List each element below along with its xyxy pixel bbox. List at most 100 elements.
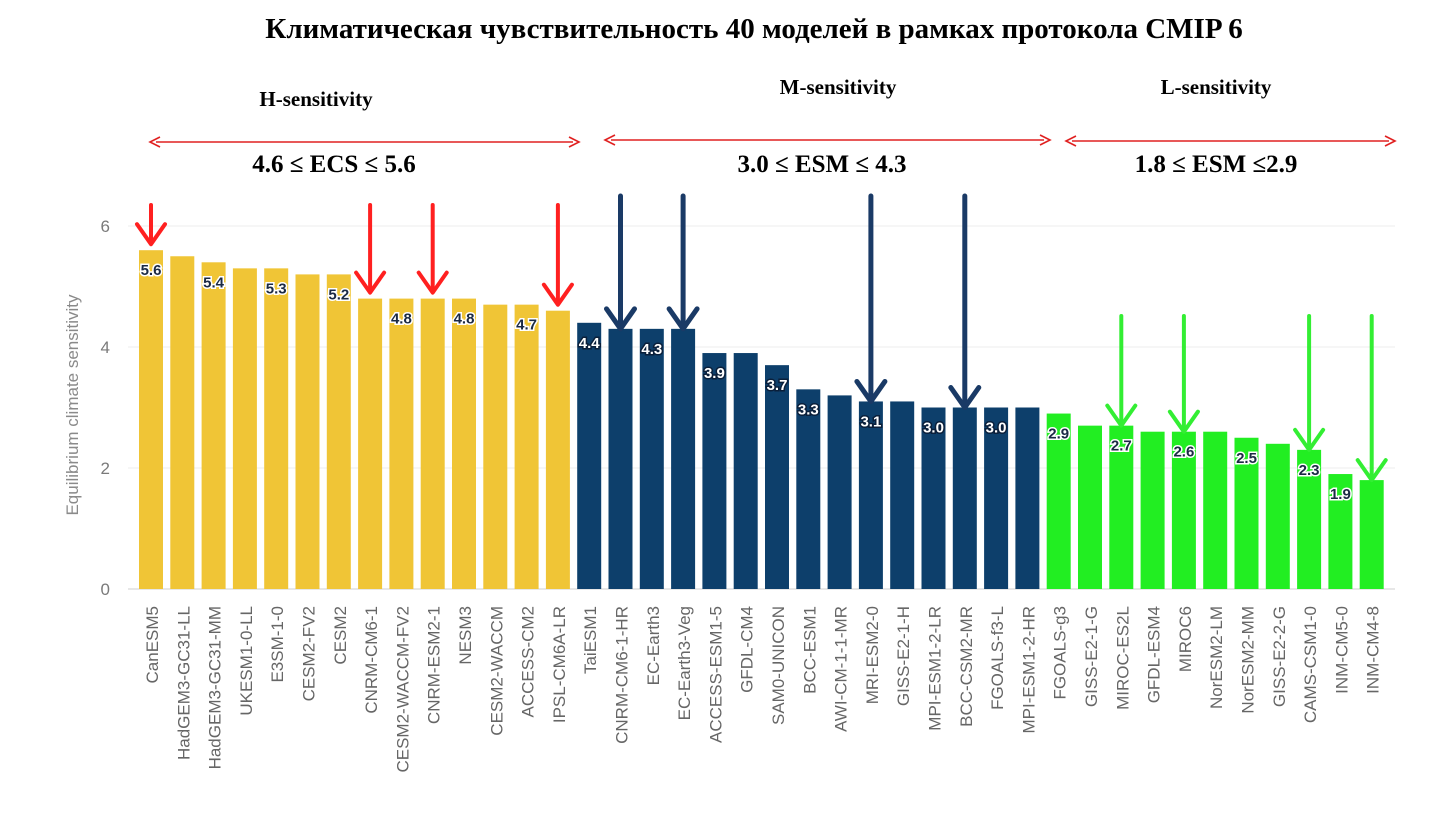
bar (1109, 425, 1134, 589)
bar (952, 407, 977, 589)
x-tick-label: NESM3 (456, 606, 475, 665)
arrow-head (948, 385, 982, 410)
x-tick-label: GISS-E2-1-H (894, 606, 913, 706)
data-label: 2.3 (1299, 462, 1320, 479)
down-arrow-icon (1293, 314, 1326, 452)
arrow-head (416, 270, 449, 295)
x-tick-label: EC-Earth3-Veg (675, 606, 694, 720)
data-label: 4.8 (391, 311, 412, 328)
x-tick-label: CNRM-CM6-1-HR (613, 606, 632, 744)
bar (1046, 413, 1071, 589)
data-label: 3.0 (986, 420, 1007, 437)
down-arrow-icon (666, 193, 700, 332)
x-tick-label: HadGEM3-GC31-LL (174, 606, 193, 760)
down-arrow-icon (1167, 314, 1200, 434)
data-label: 2.7 (1111, 438, 1132, 455)
x-tick-label: IPSL-CM6A-LR (550, 606, 569, 723)
data-label: 5.6 (141, 262, 162, 279)
left-arrowhead-icon (603, 134, 616, 146)
down-arrow-icon (1355, 314, 1388, 483)
group-range-label: 3.0 ≤ ESM ≤ 4.3 (737, 151, 906, 178)
arrow-head (541, 282, 574, 307)
y-tick-label: 0 (101, 580, 110, 599)
bars (139, 250, 1384, 589)
down-arrow-icon (135, 203, 167, 247)
bar (483, 304, 508, 589)
x-tick-label: MIROC6 (1176, 606, 1195, 672)
group-header: L-sensitivity 1.8 ≤ ESM ≤2.9 (1064, 75, 1397, 178)
highlight-arrows (135, 193, 1388, 483)
x-tick-label: CNRM-ESM2-1 (425, 606, 444, 724)
data-label: 1.9 (1330, 486, 1351, 503)
x-tick-label: CAMS-CSM1-0 (1301, 606, 1320, 723)
data-label: 2.6 (1173, 444, 1194, 461)
bar (702, 353, 727, 589)
data-label: 2.5 (1236, 450, 1257, 467)
data-label: 4.4 (579, 335, 601, 352)
bar (921, 407, 946, 589)
y-tick-label: 4 (101, 338, 110, 357)
x-tick-label: FGOALS-g3 (1051, 606, 1070, 700)
arrow-head (135, 222, 167, 247)
bar (1171, 431, 1196, 589)
bar (1328, 474, 1353, 589)
data-label: 3.3 (798, 401, 819, 418)
x-tick-label: SAM0-UNICON (769, 606, 788, 725)
right-arrowhead-icon (568, 136, 581, 148)
bar (858, 401, 883, 589)
bar (1265, 443, 1290, 589)
bar (358, 298, 383, 589)
right-arrowhead-icon (1384, 135, 1397, 147)
bar (170, 256, 195, 589)
x-tick-label: NorESM2-MM (1239, 606, 1258, 714)
x-tick-label: CESM2-FV2 (300, 606, 319, 701)
bar (420, 298, 445, 589)
x-tick-label: GFDL-ESM4 (1145, 606, 1164, 703)
x-tick-label: FGOALS-f3-L (988, 606, 1007, 710)
x-tick-label: CNRM-CM6-1 (362, 606, 381, 714)
data-label: 5.3 (266, 280, 287, 297)
group-header: H-sensitivity 4.6 ≤ ECS ≤ 5.6 (148, 87, 581, 178)
sensitivity-groups: H-sensitivity 4.6 ≤ ECS ≤ 5.6 M-sensitivit… (148, 75, 1397, 178)
y-tick-label: 6 (101, 217, 110, 236)
bar (1359, 480, 1384, 589)
bar (452, 298, 476, 589)
x-tick-label: BCC-CSM2-MR (957, 606, 976, 727)
x-tick-label: GISS-E2-1-G (1082, 606, 1101, 707)
data-label: 3.1 (860, 413, 881, 430)
bar (326, 274, 351, 589)
arrow-head (854, 378, 888, 404)
bar (1203, 431, 1228, 589)
down-arrow-icon (541, 203, 574, 307)
down-arrow-icon (854, 193, 888, 404)
group-range-label: 4.6 ≤ ECS ≤ 5.6 (252, 151, 416, 178)
bar (765, 365, 789, 589)
right-arrowhead-icon (1039, 134, 1052, 146)
bar (139, 250, 163, 589)
down-arrow-icon (354, 203, 387, 295)
x-tick-label: INM-CM5-0 (1332, 606, 1351, 694)
data-label: 4.3 (641, 341, 662, 358)
arrow-head (1167, 409, 1200, 434)
bar (639, 328, 664, 589)
data-label: 3.0 (923, 420, 944, 437)
x-tick-label: ACCESS-CM2 (519, 606, 538, 717)
bar (577, 322, 602, 589)
x-tick-label: CESM2 (331, 606, 350, 665)
bar (1234, 437, 1259, 589)
data-label: 5.4 (203, 274, 225, 291)
data-label: 4.8 (454, 311, 475, 328)
arrow-head (666, 306, 700, 332)
bar (232, 268, 257, 589)
data-label: 3.7 (767, 377, 788, 394)
bar (1078, 425, 1102, 589)
x-tick-label: MPI-ESM1-2-HR (1019, 606, 1038, 734)
group-name: M-sensitivity (780, 75, 897, 99)
x-tick-label: TaiESM1 (581, 606, 600, 674)
x-tick-label: MRI-ESM2-0 (863, 606, 882, 704)
bar (671, 328, 696, 589)
x-tick-label: CanESM5 (143, 606, 162, 683)
data-label: 4.7 (516, 317, 537, 334)
